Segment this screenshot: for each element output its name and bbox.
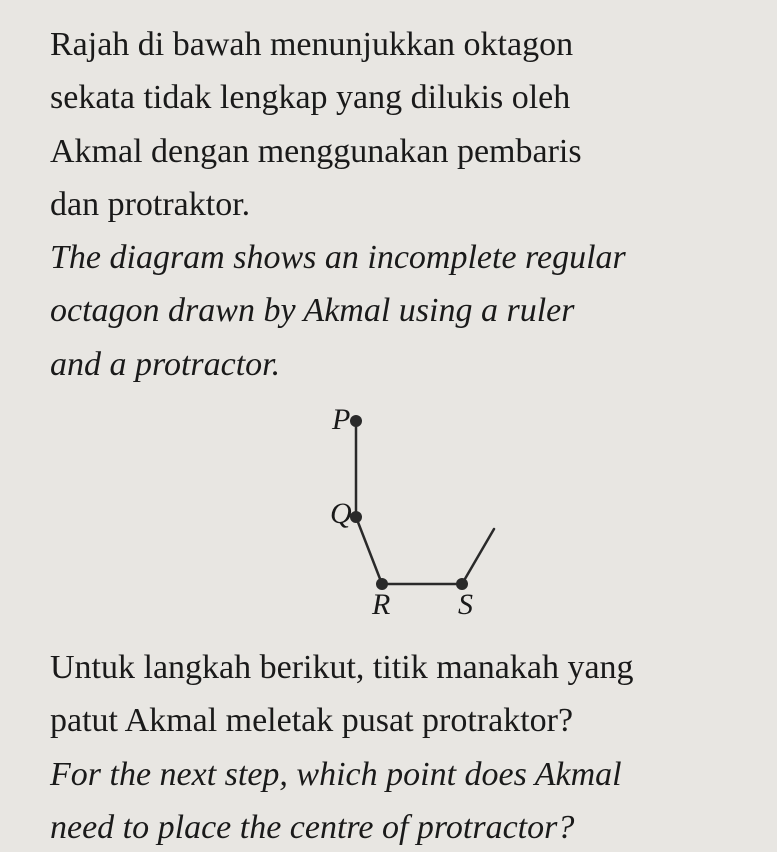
question-english-line-2: octagon drawn by Akmal using a ruler: [50, 286, 737, 335]
question-english-line-1: The diagram shows an incomplete regular: [50, 233, 737, 282]
question-malay-line-4: dan protraktor.: [50, 180, 737, 229]
vertex-label-S: S: [458, 588, 473, 621]
question-english-line-3: and a protractor.: [50, 340, 737, 389]
octagon-diagram: P Q R S: [244, 399, 544, 629]
vertex-label-R: R: [371, 588, 390, 621]
question-malay-line-2: sekata tidak lengkap yang dilukis oleh: [50, 73, 737, 122]
diagram-container: P Q R S: [50, 399, 737, 629]
exam-question: Rajah di bawah menunjukkan oktagon sekat…: [0, 0, 777, 840]
followup-malay-line-2: patut Akmal meletak pusat protraktor?: [50, 696, 737, 745]
question-malay-line-1: Rajah di bawah menunjukkan oktagon: [50, 20, 737, 69]
vertex-label-P: P: [331, 403, 350, 436]
followup-english-line-1: For the next step, which point does Akma…: [50, 750, 737, 799]
vertex-Q: [350, 511, 362, 523]
vertex-P: [350, 415, 362, 427]
followup-malay-line-1: Untuk langkah berikut, titik manakah yan…: [50, 643, 737, 692]
edge-tail: [462, 529, 494, 584]
vertex-label-Q: Q: [330, 497, 352, 530]
followup-english-line-2: need to place the centre of protractor?: [50, 803, 737, 852]
question-malay-line-3: Akmal dengan menggunakan pembaris: [50, 127, 737, 176]
edge-Q-R: [356, 517, 382, 584]
